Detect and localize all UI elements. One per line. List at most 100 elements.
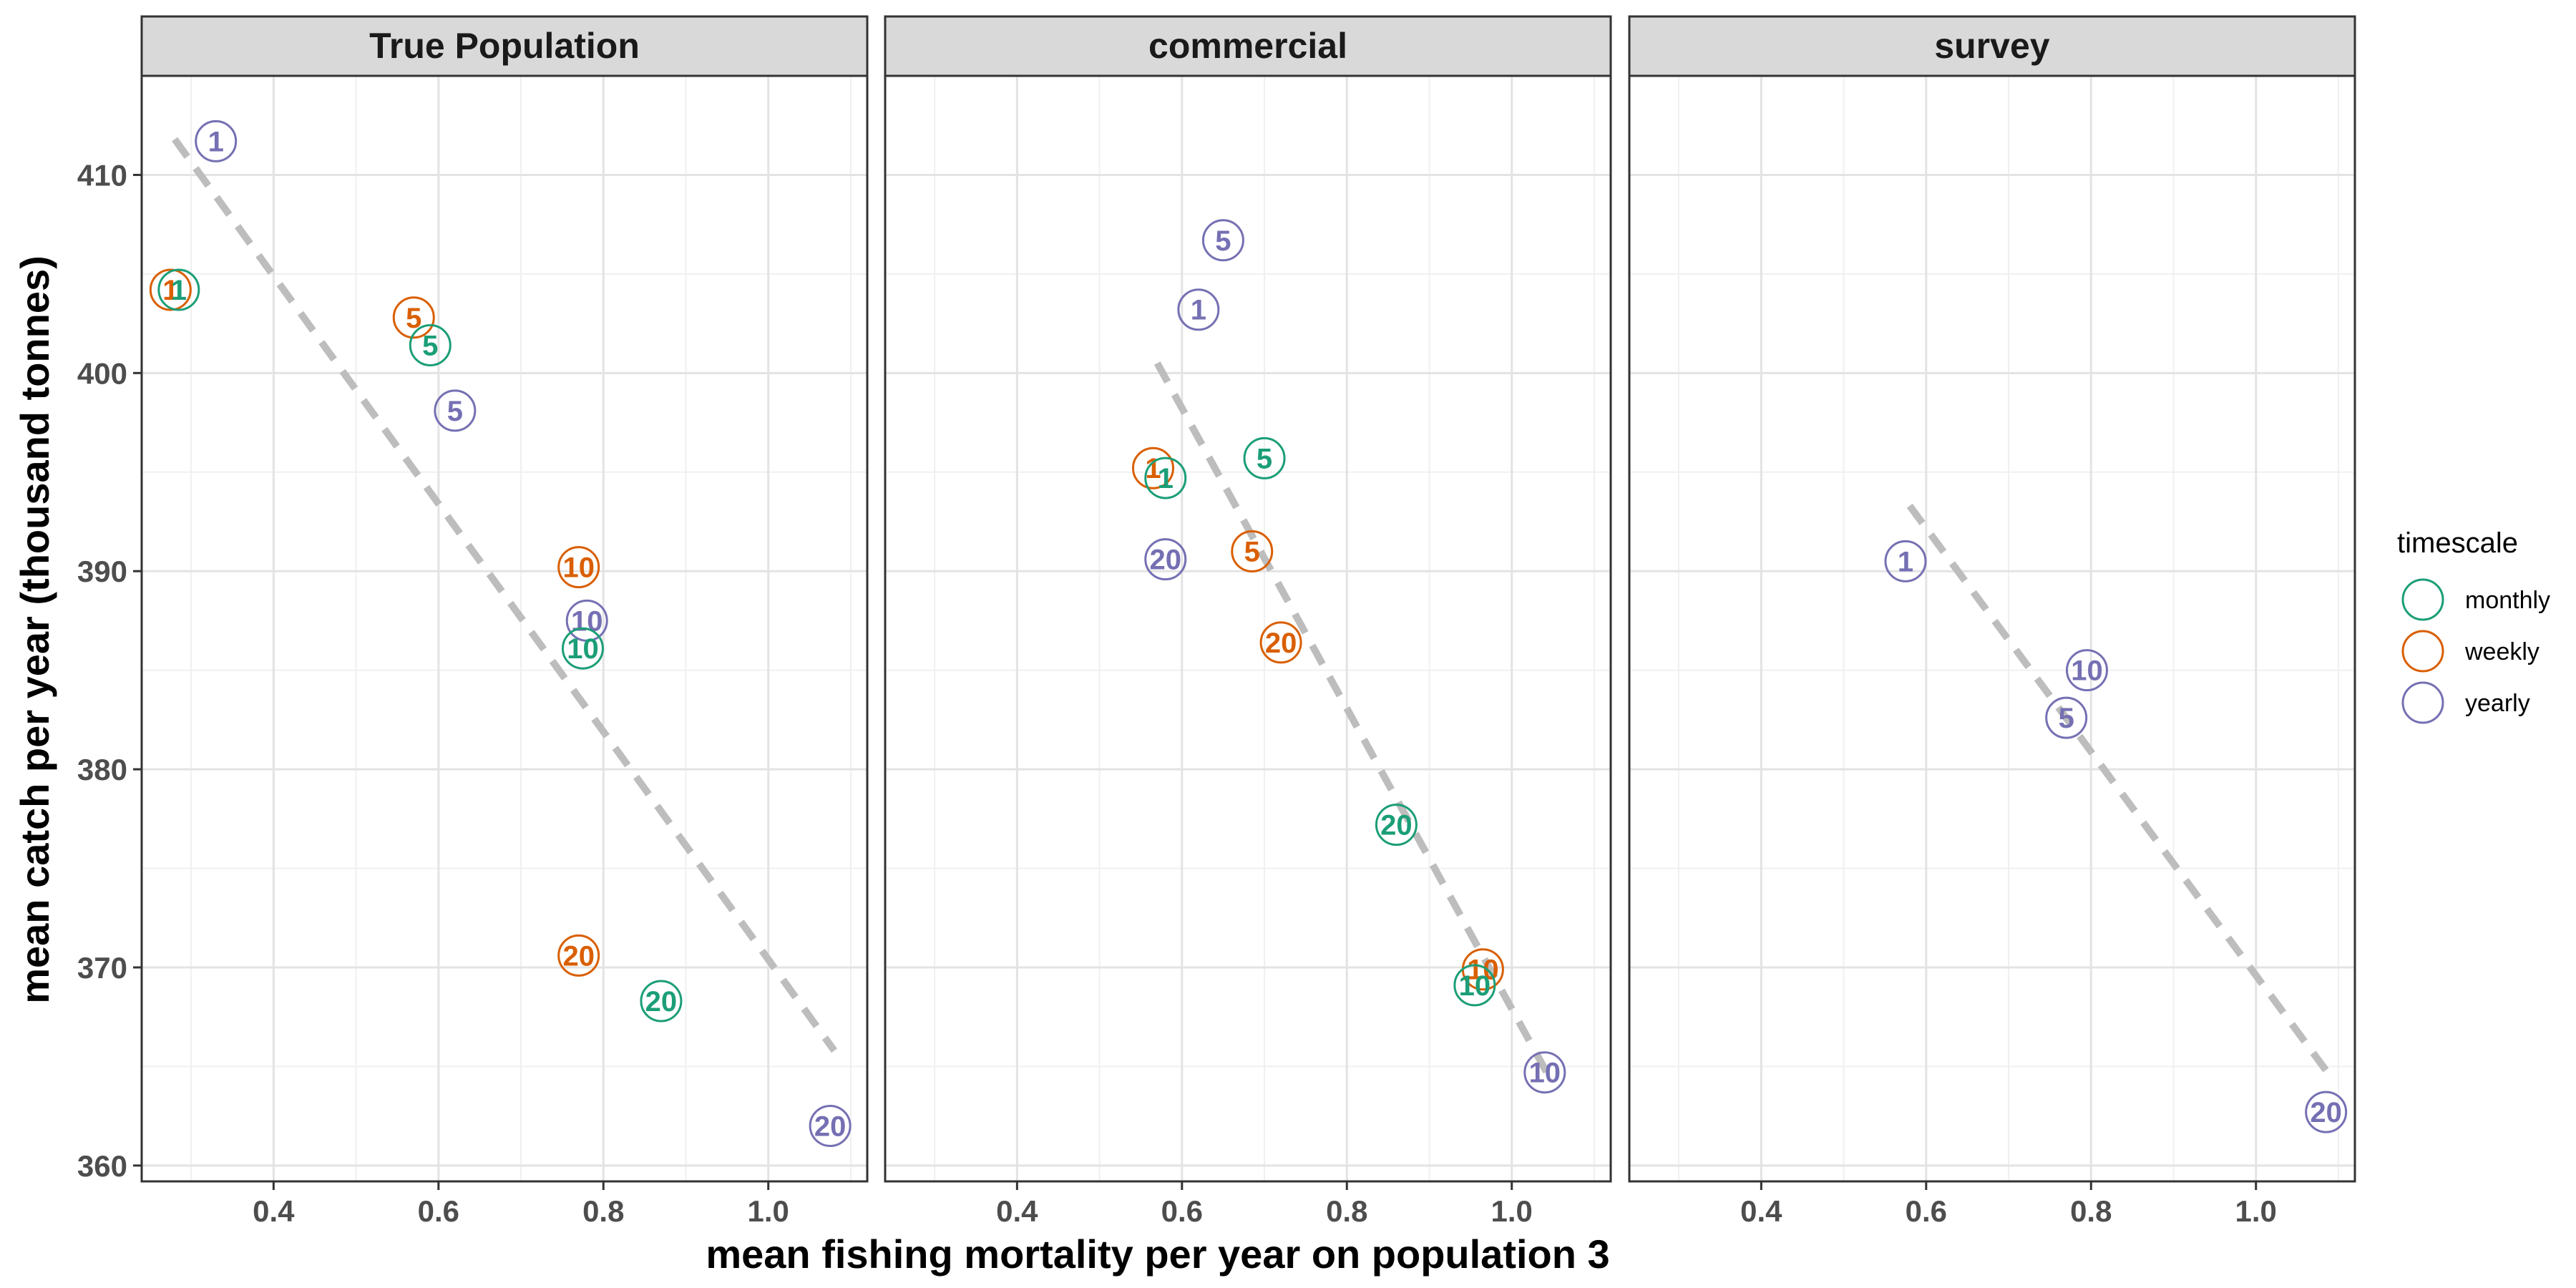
point-label: 10 [562,552,595,584]
y-tick-label: 400 [77,356,127,390]
data-point-yearly-5: 5 [1201,219,1244,262]
facet-strip [140,15,869,77]
point-marker [1375,804,1418,847]
x-tick-label: 1.0 [748,1194,789,1228]
point-marker [565,599,608,642]
point-marker [1231,530,1274,573]
point-label: 5 [2059,703,2074,734]
x-tick-label: 0.4 [1740,1194,1782,1228]
point-label: 20 [1380,810,1413,841]
legend-key [2401,681,2444,724]
legend-label: monthly [2465,587,2550,614]
point-marker [809,1104,852,1147]
point-label: 1 [171,275,187,306]
legend-item-monthly: monthly [2401,578,2550,621]
x-tick-label: 0.4 [996,1194,1038,1228]
point-label: 5 [406,303,421,334]
point-label: 1 [1191,295,1206,326]
data-point-monthly-5: 5 [409,324,452,367]
point-label: 10 [571,605,603,637]
y-tick-label: 380 [77,753,127,786]
data-point-yearly-20: 20 [1144,538,1187,581]
point-label: 10 [1529,1058,1561,1089]
legend-key [2401,578,2444,621]
x-tick-label: 0.6 [418,1194,459,1228]
point-label: 1 [162,275,178,306]
x-tick-label: 1.0 [2235,1194,2277,1228]
point-marker [2045,696,2088,739]
point-marker [2305,1091,2348,1133]
point-marker [1523,1051,1566,1094]
data-point-weekly-1: 1 [1131,447,1174,489]
point-marker [1884,540,1927,582]
point-marker [149,268,192,311]
data-point-monthly-10: 10 [561,627,604,670]
point-label: 1 [208,126,224,157]
legend-label: weekly [2464,638,2540,665]
legend: timescale monthly weekly yearly [2397,527,2550,724]
point-label: 20 [2310,1097,2342,1128]
y-tick-label: 370 [77,951,127,985]
point-marker [195,119,238,162]
point-marker [640,980,683,1023]
x-tick-label: 0.6 [1906,1194,1947,1228]
facet-title: True Population [369,26,640,66]
data-point-monthly-1: 1 [157,268,200,311]
data-point-yearly-5: 5 [2045,696,2088,739]
data-point-yearly-10: 10 [565,599,608,642]
point-label: 20 [562,940,595,972]
data-point-monthly-1: 1 [1144,457,1187,499]
point-label: 10 [2071,655,2103,687]
point-marker [557,934,600,977]
point-label: 1 [1145,453,1161,484]
point-label: 5 [1215,225,1231,257]
facet-strip [1628,15,2356,77]
legend-key [2401,630,2444,673]
legend-item-weekly: weekly [2401,630,2540,673]
point-label: 20 [645,986,678,1018]
data-point-monthly-20: 20 [1375,804,1418,847]
point-marker [1243,436,1286,479]
point-label: 5 [422,331,438,362]
data-point-weekly-20: 20 [1259,621,1302,664]
x-tick-label: 0.6 [1161,1194,1203,1228]
trend-line [172,137,837,1053]
data-point-yearly-10: 10 [1523,1051,1566,1094]
x-tick-label: 0.8 [1326,1194,1367,1228]
legend-label: yearly [2465,690,2530,717]
data-point-yearly-5: 5 [434,389,477,432]
legend-item-yearly: yearly [2401,681,2530,724]
point-marker [2066,649,2109,692]
point-marker [392,296,435,339]
data-point-yearly-1: 1 [195,119,238,162]
x-tick-label: 0.8 [582,1194,624,1228]
data-point-weekly-5: 5 [1231,530,1274,573]
point-label: 20 [814,1111,847,1142]
trend-line [1153,361,1552,1078]
data-point-yearly-20: 20 [2305,1091,2348,1133]
point-label: 1 [1898,546,1913,577]
data-point-monthly-10: 10 [1453,964,1496,1007]
data-point-weekly-5: 5 [392,296,435,339]
point-marker [1201,219,1244,262]
point-marker [1144,457,1187,499]
data-point-yearly-1: 1 [1884,540,1927,582]
point-label: 10 [1459,970,1491,1002]
point-label: 20 [1265,628,1297,659]
x-tick-label: 1.0 [1491,1194,1533,1228]
legend-title: timescale [2397,527,2518,559]
trend-line [1906,503,2329,1073]
y-tick-label: 410 [77,158,127,192]
data-point-weekly-1: 1 [149,268,192,311]
point-marker [557,546,600,589]
panel-3: 1 10 5 20 survey 0.4 0.6 0.8 1.0 [1628,15,2356,1228]
y-axis-title: mean catch per year (thousand tonnes) [12,255,57,1004]
data-point-yearly-1: 1 [1177,288,1220,331]
point-marker [1131,447,1174,489]
facet-title: survey [1934,26,2049,66]
panel-background [885,76,1611,1181]
point-marker [1177,288,1220,331]
